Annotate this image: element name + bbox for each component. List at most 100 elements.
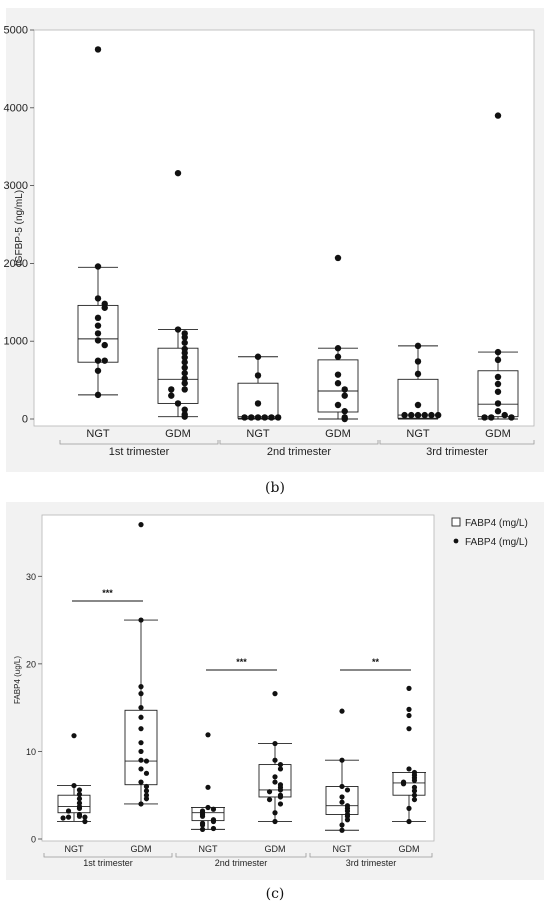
data-point [272,757,278,763]
y-tick-label: 0 [31,835,36,845]
data-point [143,788,150,794]
x-group-label: 3rd trimester [426,446,488,458]
box-iqr [392,771,426,796]
data-point [143,783,150,790]
y-tick-label: 4000 [4,102,28,114]
data-point [494,380,502,388]
data-point [138,705,144,711]
data-point [494,373,502,381]
data-point [344,817,351,823]
data-point [406,726,412,732]
data-point [494,408,502,415]
data-point [94,357,102,364]
data-point [334,345,342,352]
x-category-label: GDM [325,428,351,440]
data-point [268,414,275,421]
data-point [272,779,278,785]
data-point [94,314,102,322]
data-point [334,371,342,378]
data-point [138,726,144,732]
data-point [199,826,206,832]
significance-marker: *** [236,657,247,667]
data-point [277,761,284,768]
legend-box-icon [451,517,461,527]
data-point [65,814,72,820]
data-point [138,740,144,746]
data-point [334,380,342,387]
legend-label-dot: FABP4 (mg/L) [465,537,528,548]
y-tick-label: 5000 [4,25,28,37]
legend-item-dot: FABP4 (mg/L) [453,537,528,548]
y-tick-label: 10 [26,747,36,757]
data-point [181,359,188,366]
y-tick-label: 0 [22,414,28,426]
data-point [174,326,182,333]
y-tick-label: 30 [26,572,36,582]
data-point [181,339,188,346]
box-group-2 [191,732,225,832]
panel-c-plot-area [41,514,435,842]
data-point [411,792,418,798]
data-point [414,358,422,365]
data-point [414,401,422,409]
y-tick-label: 3000 [4,180,28,192]
y-tick-label: 1000 [4,336,28,348]
data-point [406,805,412,811]
data-point [266,796,273,803]
data-point [400,781,407,787]
data-point [341,408,348,415]
x-group-label: 1st trimester [109,446,170,458]
data-point [408,411,415,419]
data-point [277,766,284,772]
significance-marker: ** [372,657,380,667]
data-point [272,818,278,825]
data-point [65,808,72,814]
data-point [199,822,206,828]
data-point [181,369,188,377]
data-point [401,411,408,419]
data-point [143,758,150,764]
data-point [181,380,188,387]
data-point [266,789,273,795]
data-point [138,691,144,697]
data-point [261,414,268,421]
significance-marker: *** [102,588,113,598]
data-point [344,787,351,793]
data-point [210,825,217,832]
data-point [76,787,83,793]
data-point [334,401,342,409]
data-point [277,794,284,800]
x-category-label: GDM [265,844,286,854]
data-point [76,805,83,811]
data-point [272,774,278,780]
data-point [138,522,144,528]
data-point [406,818,412,825]
data-point [210,818,217,825]
x-category-label: GDM [165,428,191,440]
data-point [241,414,248,421]
data-point [181,364,188,371]
data-point [71,733,77,739]
data-point [94,330,102,337]
data-point [508,414,515,421]
box-group-4 [325,708,359,833]
data-point [138,801,144,807]
legend-item-box: FABP4 (mg/L) [451,517,528,529]
data-point [94,322,102,329]
data-point [494,112,502,119]
data-point [339,757,345,763]
data-point [143,796,150,802]
data-point [143,770,150,776]
data-point [339,794,345,800]
data-point [174,169,182,177]
data-point [277,801,284,807]
x-category-label: NGT [246,428,270,440]
data-point [339,708,345,714]
data-point [94,263,102,270]
y-tick-label: 2000 [4,258,28,270]
data-point [414,411,422,419]
x-category-label: GDM [131,844,152,854]
data-point [494,348,502,356]
data-point [341,386,348,393]
data-point [199,813,206,819]
